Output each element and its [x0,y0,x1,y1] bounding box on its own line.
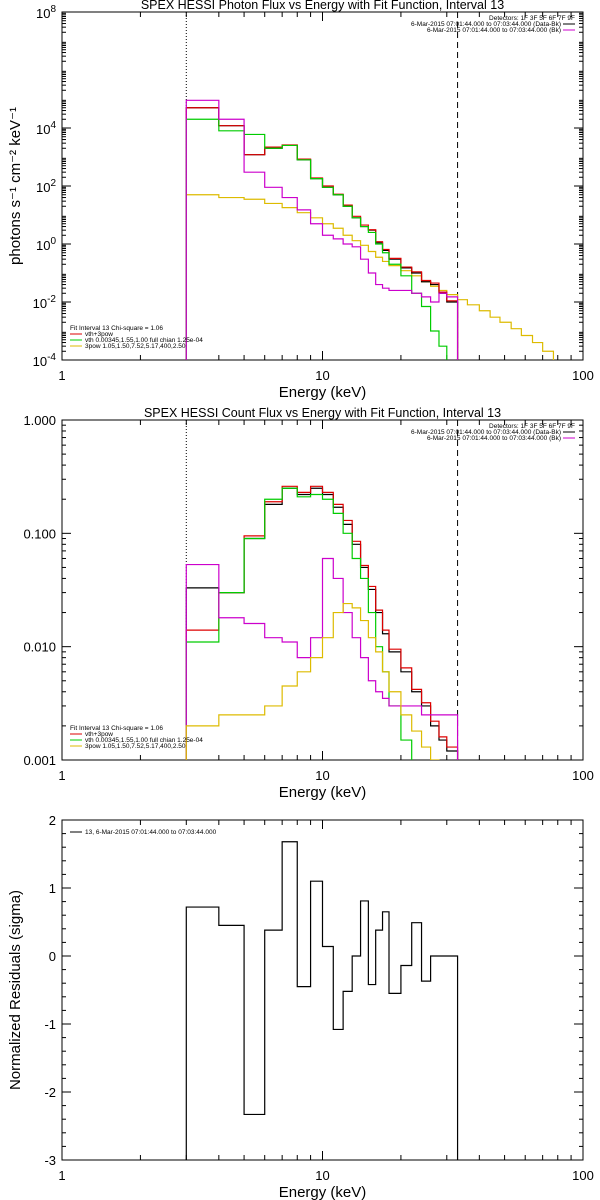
y-tick-label: 0.010 [23,640,56,655]
y-tick-label: 10-4 [33,352,57,369]
legend-entry: 6-Mar-2015 07:01:44.000 to 07:03:44.000 … [427,27,561,34]
y-tick-label: 104 [36,120,56,137]
legend-entry: Detectors: 1F 3F 5F 6F 7F 9F [489,423,575,430]
chart-title: SPEX HESSI Count Flux vs Energy with Fit… [144,406,501,420]
y-tick-label: 1.000 [23,413,56,428]
series-step-line [185,485,459,760]
x-tick-label: 100 [572,368,594,383]
x-tick-label: 100 [572,1168,594,1183]
x-tick-label: 10 [315,768,329,783]
series-group [185,485,459,760]
y-tick-label: 0.100 [23,526,56,541]
y-tick-label: -3 [44,1153,56,1168]
legend-entry: vth 0.00345,1.55,1.00 full chian 1.25e-0… [85,337,203,344]
y-tick-label: 10-2 [33,294,57,311]
series-step-line [185,118,459,360]
series-step-line [185,841,459,1160]
legend-entry: 6-Mar-2015 07:01:44.000 to 07:03:44.000 … [427,435,561,442]
plot-frame [61,819,584,1161]
chart-title: SPEX HESSI Photon Flux vs Energy with Fi… [141,0,504,12]
legend-entry: 6-Mar-2015 07:01:44.000 to 07:03:44.000 … [411,429,561,436]
x-axis-label: Energy (keV) [279,784,367,801]
x-axis-label: Energy (keV) [279,384,367,401]
legend-entry: 3pow 1.05,1.50,7.52,5.17,400,2.50 [85,743,186,750]
legend-entry: Fit Interval 13 Chi-square = 1.06 [70,325,163,332]
series-step-line [185,99,459,360]
y-axis-label: Normalized Residuals (sigma) [7,890,24,1090]
y-tick-label: 0 [49,949,56,964]
legend-entry: vth 0.00345,1.55,1.00 full chian 1.25e-0… [85,737,203,744]
series-step-line [185,557,459,760]
series-group [185,841,459,1160]
series-step-line [185,194,555,360]
y-tick-label: -1 [44,1017,56,1032]
legend-entry: vth+3pow [85,331,113,338]
x-tick-label: 100 [572,768,594,783]
x-tick-label: 10 [315,1168,329,1183]
series-step-line [185,602,459,760]
x-axis-label: Energy (keV) [279,1184,367,1200]
y-tick-label: 1 [49,881,56,896]
series-step-line [185,487,459,760]
x-tick-label: 1 [58,768,65,783]
legend-entry: Detectors: 1F 3F 5F 6F 7F 9F [489,15,575,22]
y-axis-label: photons s⁻¹ cm⁻² keV⁻¹ [7,107,24,265]
x-tick-label: 10 [315,368,329,383]
y-tick-label: -2 [44,1085,56,1100]
y-tick-label: 108 [36,4,56,21]
legend-entry: 6-Mar-2015 07:01:44.000 to 07:03:44.000 … [411,21,561,28]
legend-entry: Fit Interval 13 Chi-square = 1.06 [70,725,163,732]
y-tick-label: 100 [36,236,56,253]
y-tick-label: 2 [49,813,56,828]
legend-entry: 13, 6-Mar-2015 07:01:44.000 to 07:03:44.… [85,829,217,836]
y-tick-label: 102 [36,178,56,195]
legend-entry: vth+3pow [85,731,113,738]
y-tick-label: 0.001 [23,753,56,768]
x-tick-label: 1 [58,1168,65,1183]
legend-entry: 3pow 1.05,1.50,7.52,5.17,400,2.50 [85,343,186,350]
series-group [185,99,555,360]
x-tick-label: 1 [58,368,65,383]
